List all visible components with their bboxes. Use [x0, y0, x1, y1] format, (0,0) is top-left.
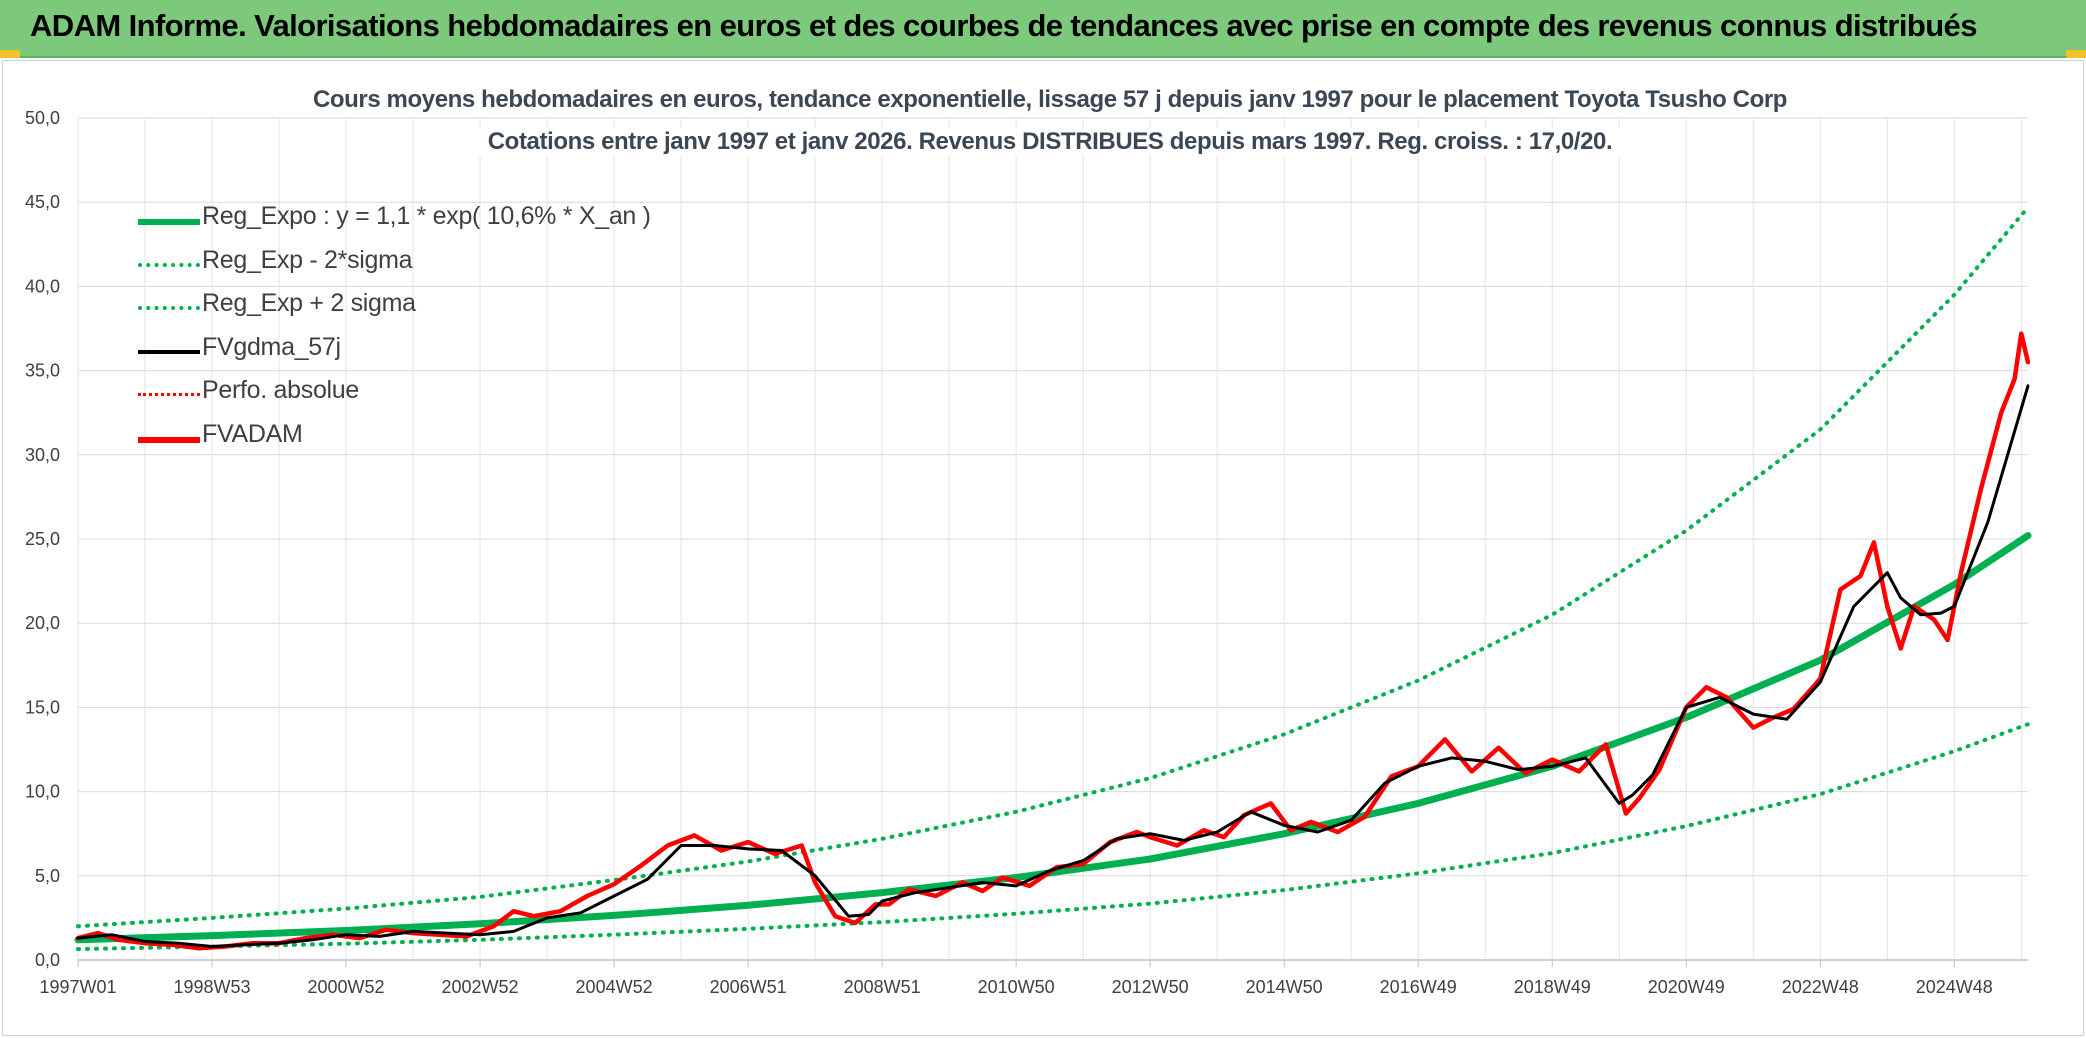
x-tick-label: 2006W51 — [710, 977, 787, 997]
y-tick-label: 45,0 — [25, 192, 60, 212]
x-tick-label: 2022W48 — [1782, 977, 1859, 997]
y-tick-label: 20,0 — [25, 613, 60, 633]
x-gridlines — [77, 118, 2028, 961]
banner-corner-right — [2066, 50, 2086, 58]
x-tick-label: 2004W52 — [576, 977, 653, 997]
legend-swatch-reg-expo — [138, 219, 200, 225]
series-reg-expo — [74, 532, 2032, 944]
series-fvgdma — [76, 384, 2030, 948]
y-tick-label: 25,0 — [25, 529, 60, 549]
y-gridlines — [78, 117, 2028, 961]
legend-label-reg-expo: Reg_Expo : y = 1,1 * exp( 10,6% * X_an ) — [202, 202, 651, 230]
y-tick-label: 15,0 — [25, 697, 60, 717]
x-tick-label: 2024W48 — [1916, 977, 1993, 997]
banner-corner-left — [0, 50, 20, 58]
series-reg-exp-minus — [76, 722, 2030, 952]
y-tick-label: 35,0 — [25, 361, 60, 381]
y-tick-label: 30,0 — [25, 445, 60, 465]
x-tick-label: 2020W49 — [1648, 977, 1725, 997]
report-banner: ADAM Informe. Valorisations hebdomadaire… — [0, 0, 2086, 58]
chart-title: Cours moyens hebdomadaires en euros, ten… — [280, 86, 1820, 114]
y-tick-label: 40,0 — [25, 276, 60, 296]
x-tick-label: 2012W50 — [1112, 977, 1189, 997]
chart-subtitle: Cotations entre janv 1997 et janv 2026. … — [460, 128, 1640, 156]
y-tick-label: 0,0 — [35, 950, 60, 970]
x-tick-label: 2018W49 — [1514, 977, 1591, 997]
x-tick-label: 1998W53 — [173, 977, 250, 997]
legend-swatch-fvadam — [138, 436, 200, 443]
chart-frame — [2, 60, 2084, 1036]
report-title: ADAM Informe. Valorisations hebdomadaire… — [30, 8, 1977, 43]
x-tick-labels: 1997W01 1998W53 2000W52 2002W52 2004W52 2006W… — [39, 960, 1993, 997]
legend-label-perfo: Perfo. absolue — [202, 376, 360, 404]
legend-swatch-reg-exp-minus — [138, 262, 200, 267]
x-tick-label: 1997W01 — [39, 977, 116, 997]
legend-label-reg-exp-plus: Reg_Exp + 2 sigma — [202, 289, 416, 317]
x-tick-label: 2000W52 — [308, 977, 385, 997]
series-reg-exp-plus — [76, 205, 2030, 929]
y-tick-label: 5,0 — [35, 866, 60, 886]
x-tick-label: 2014W50 — [1246, 977, 1323, 997]
legend-label-fvadam: FVADAM — [202, 419, 303, 448]
series-fvadam — [75, 331, 2031, 951]
legend-swatch-perfo — [138, 393, 200, 396]
y-tick-labels: 0,0 5,0 10,0 15,0 20,0 25,0 30,0 35,0 40,0 45,0 50… — [25, 108, 60, 970]
x-tick-label: 2016W49 — [1380, 977, 1457, 997]
y-tick-label: 10,0 — [25, 782, 60, 802]
legend-swatch-fvgdma — [138, 349, 200, 354]
x-tick-label: 2002W52 — [442, 977, 519, 997]
x-tick-label: 2010W50 — [978, 977, 1055, 997]
legend-label-fvgdma: FVgdma_57j — [202, 332, 341, 361]
legend-label-reg-exp-minus: Reg_Exp - 2*sigma — [202, 245, 413, 274]
y-tick-label: 50,0 — [25, 108, 60, 128]
series-layer — [74, 205, 2032, 952]
legend-swatch-reg-exp-plus — [138, 306, 200, 310]
x-tick-label: 2008W51 — [844, 977, 921, 997]
